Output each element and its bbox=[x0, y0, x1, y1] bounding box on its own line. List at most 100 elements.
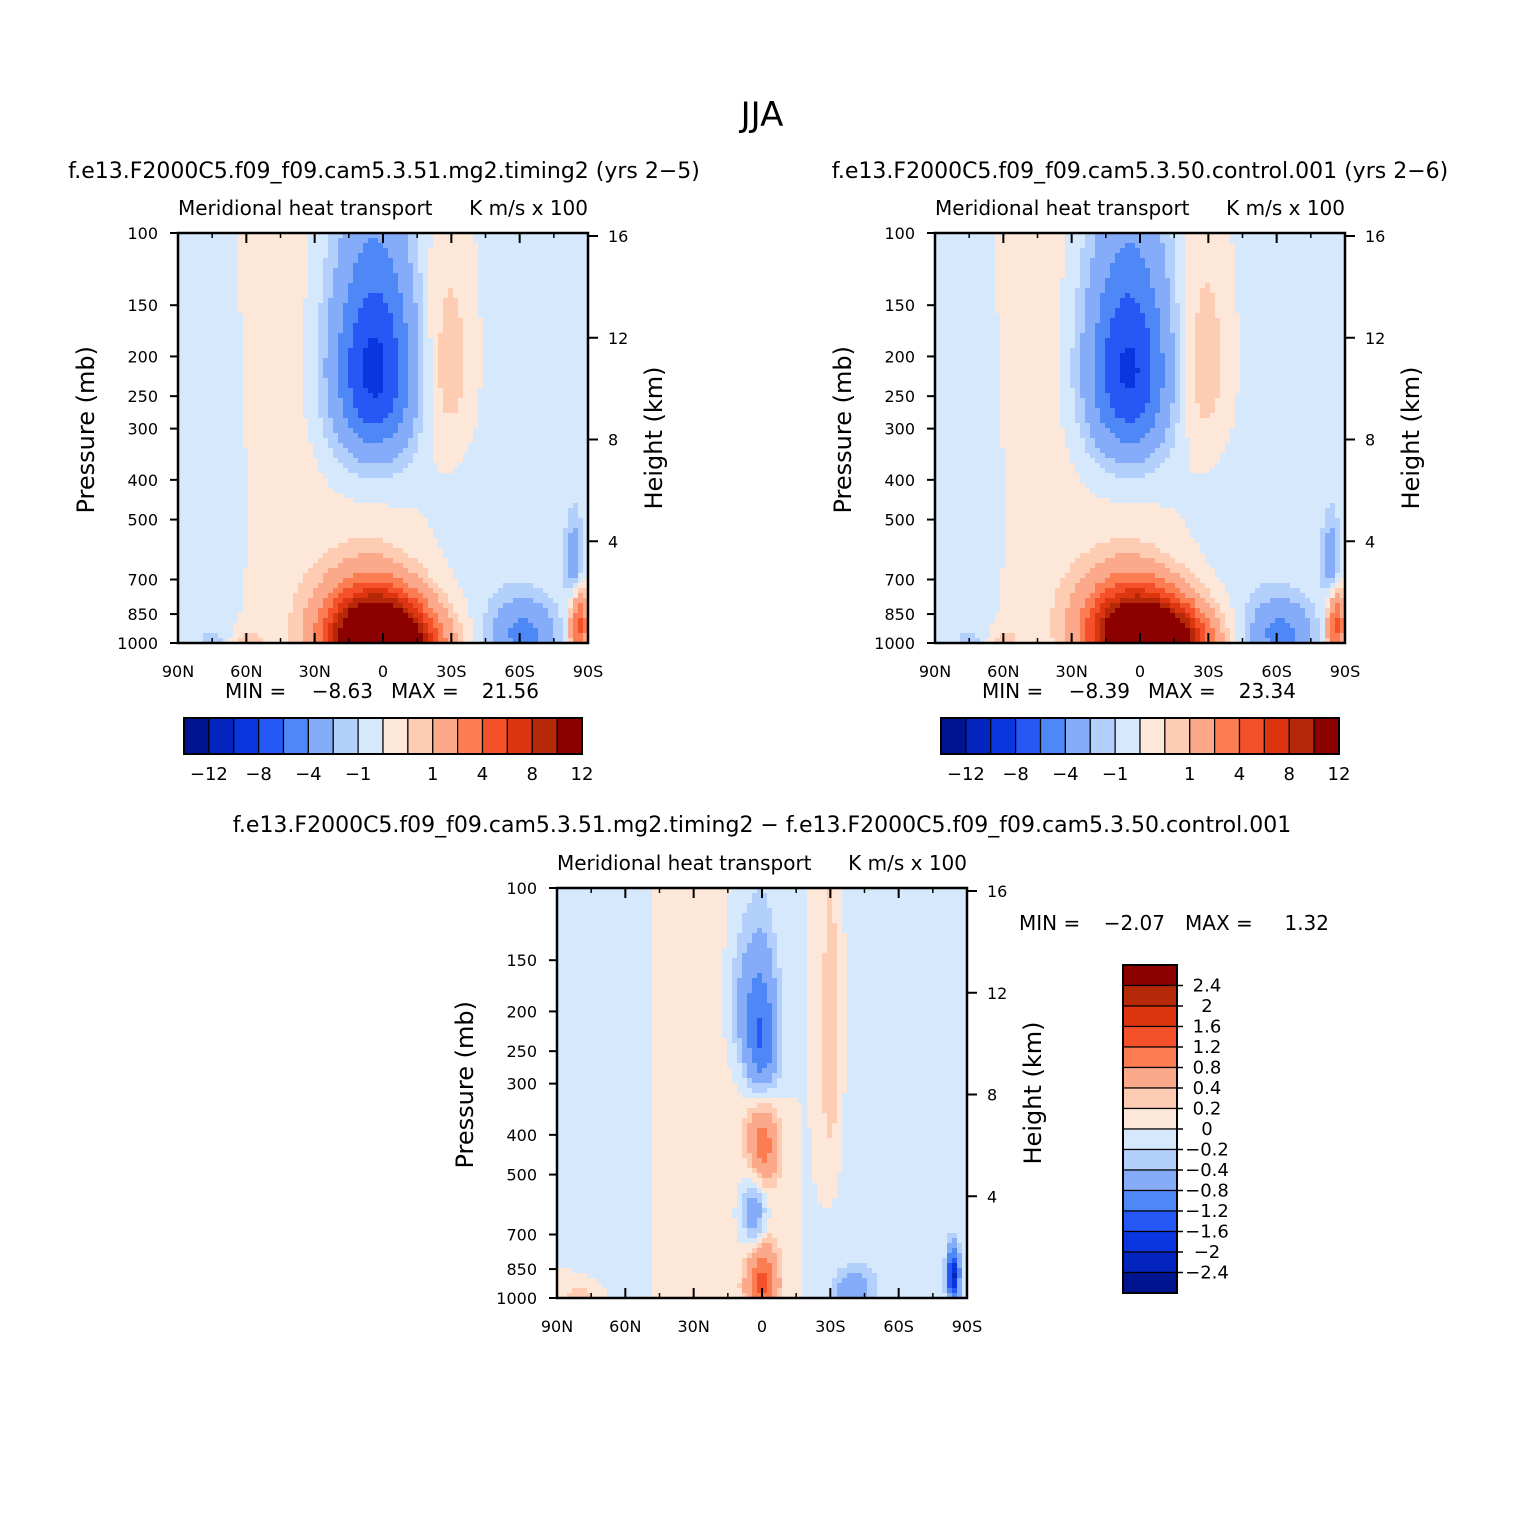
heatmap-cell bbox=[518, 263, 524, 269]
heatmap-cell bbox=[528, 413, 534, 419]
heatmap-cell bbox=[338, 383, 344, 389]
heatmap-cell bbox=[338, 343, 344, 349]
heatmap-cell bbox=[508, 478, 514, 484]
heatmap-cell bbox=[238, 443, 244, 449]
heatmap-cell bbox=[373, 348, 379, 354]
heatmap-cell bbox=[298, 348, 304, 354]
heatmap-cell bbox=[408, 233, 414, 239]
heatmap-cell bbox=[283, 378, 289, 384]
heatmap-cell bbox=[453, 283, 459, 289]
heatmap-cell bbox=[333, 518, 339, 524]
heatmap-cell bbox=[223, 243, 229, 249]
heatmap-cell bbox=[583, 508, 589, 514]
heatmap-cell bbox=[438, 348, 444, 354]
heatmap-cell bbox=[493, 453, 499, 459]
heatmap-cell bbox=[273, 313, 279, 319]
heatmap-cell bbox=[233, 448, 239, 454]
heatmap-cell bbox=[438, 238, 444, 244]
heatmap-cell bbox=[418, 298, 424, 304]
heatmap-cell bbox=[413, 378, 419, 384]
heatmap-cell bbox=[463, 288, 469, 294]
heatmap-cell bbox=[418, 248, 424, 254]
heatmap-cell bbox=[198, 308, 204, 314]
heatmap-cell bbox=[358, 283, 364, 289]
heatmap-cell bbox=[453, 333, 459, 339]
heatmap-cell bbox=[388, 463, 394, 469]
heatmap-cell bbox=[413, 478, 419, 484]
heatmap-cell bbox=[223, 513, 229, 519]
heatmap-cell bbox=[263, 488, 269, 494]
heatmap-cell bbox=[383, 358, 389, 364]
heatmap-cell bbox=[518, 443, 524, 449]
heatmap-cell bbox=[558, 298, 564, 304]
heatmap-cell bbox=[198, 263, 204, 269]
heatmap-cell bbox=[448, 288, 454, 294]
heatmap-cell bbox=[413, 368, 419, 374]
heatmap-cell bbox=[268, 273, 274, 279]
heatmap-cell bbox=[343, 428, 349, 434]
heatmap-cell bbox=[378, 273, 384, 279]
heatmap-cell bbox=[223, 443, 229, 449]
heatmap-cell bbox=[368, 318, 374, 324]
heatmap-cell bbox=[463, 378, 469, 384]
heatmap-cell bbox=[198, 398, 204, 404]
heatmap-cell bbox=[258, 248, 264, 254]
heatmap-cell bbox=[253, 408, 259, 414]
heatmap-cell bbox=[383, 258, 389, 264]
heatmap-cell bbox=[383, 458, 389, 464]
heatmap-cell bbox=[213, 463, 219, 469]
heatmap-cell bbox=[538, 298, 544, 304]
heatmap-cell bbox=[308, 453, 314, 459]
heatmap-cell bbox=[503, 373, 509, 379]
heatmap-cell bbox=[233, 273, 239, 279]
heatmap-cell bbox=[313, 528, 319, 534]
heatmap-cell bbox=[418, 428, 424, 434]
heatmap-cell bbox=[563, 243, 569, 249]
heatmap-cell bbox=[483, 468, 489, 474]
heatmap-cell bbox=[193, 358, 199, 364]
heatmap-cell bbox=[463, 503, 469, 509]
heatmap-cell bbox=[343, 308, 349, 314]
heatmap-cell bbox=[548, 353, 554, 359]
heatmap-cell bbox=[453, 248, 459, 254]
heatmap-cell bbox=[328, 388, 334, 394]
heatmap-cell bbox=[383, 408, 389, 414]
heatmap-cell bbox=[243, 283, 249, 289]
heatmap-cell bbox=[513, 338, 519, 344]
heatmap-cell bbox=[223, 418, 229, 424]
heatmap-cell bbox=[543, 253, 549, 259]
heatmap-cell bbox=[303, 363, 309, 369]
heatmap-cell bbox=[423, 533, 429, 539]
heatmap-cell bbox=[523, 398, 529, 404]
heatmap-cell bbox=[528, 268, 534, 274]
heatmap-cell bbox=[468, 323, 474, 329]
heatmap-cell bbox=[533, 508, 539, 514]
heatmap-cell bbox=[298, 473, 304, 479]
heatmap-cell bbox=[458, 333, 464, 339]
heatmap-cell bbox=[538, 348, 544, 354]
heatmap-cell bbox=[308, 523, 314, 529]
heatmap-cell bbox=[408, 313, 414, 319]
heatmap-cell bbox=[368, 403, 374, 409]
heatmap-cell bbox=[543, 478, 549, 484]
heatmap-cell bbox=[518, 398, 524, 404]
heatmap-cell bbox=[478, 448, 484, 454]
heatmap-cell bbox=[583, 408, 589, 414]
heatmap-cell bbox=[458, 478, 464, 484]
heatmap-cell bbox=[383, 503, 389, 509]
heatmap-cell bbox=[388, 393, 394, 399]
heatmap-cell bbox=[443, 323, 449, 329]
heatmap-cell bbox=[468, 283, 474, 289]
heatmap-cell bbox=[548, 438, 554, 444]
heatmap-cell bbox=[423, 398, 429, 404]
heatmap-cell bbox=[448, 318, 454, 324]
heatmap-cell bbox=[348, 463, 354, 469]
heatmap-cell bbox=[268, 398, 274, 404]
heatmap-cell bbox=[453, 508, 459, 514]
heatmap-cell bbox=[528, 468, 534, 474]
heatmap-cell bbox=[333, 258, 339, 264]
heatmap-cell bbox=[323, 483, 329, 489]
heatmap-cell bbox=[318, 528, 324, 534]
heatmap-cell bbox=[198, 283, 204, 289]
heatmap-cell bbox=[363, 458, 369, 464]
